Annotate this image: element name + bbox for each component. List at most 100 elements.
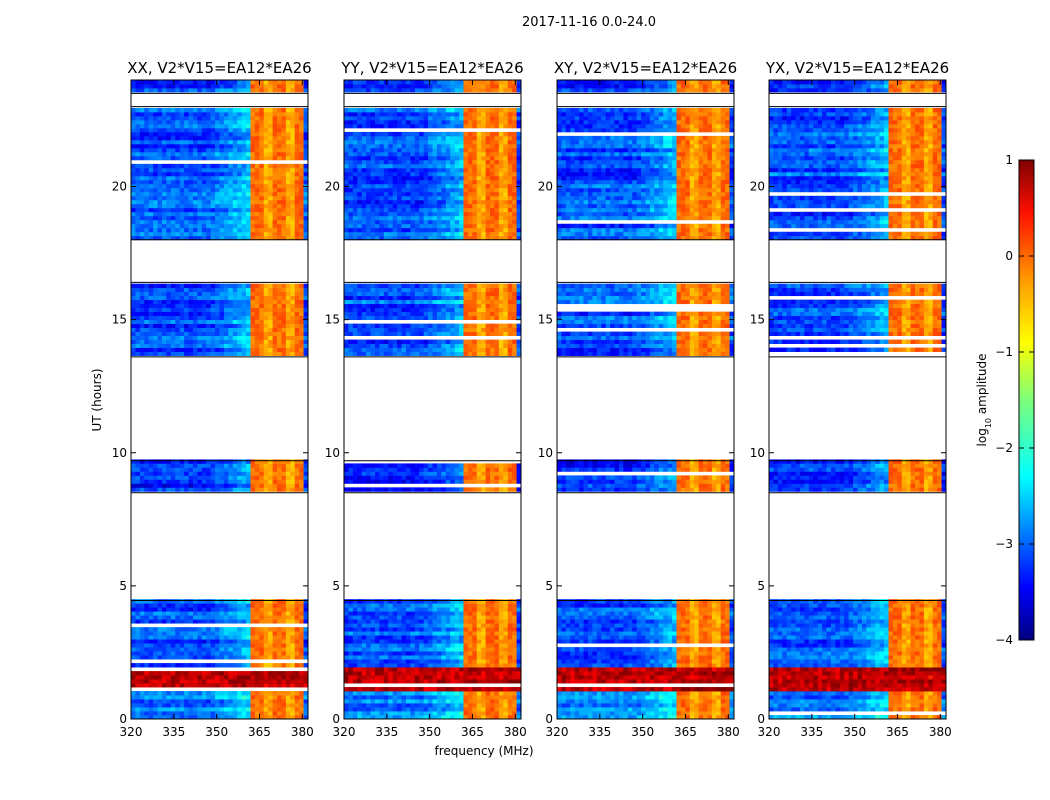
heatmap-cell: [405, 463, 411, 468]
heatmap-cell: [157, 227, 163, 233]
heatmap-cell: [215, 299, 220, 305]
heatmap-cell: [494, 655, 500, 660]
heatmap-cell: [237, 315, 243, 321]
heatmap-cell: [179, 467, 185, 472]
heatmap-cell: [441, 659, 447, 664]
heatmap-cell: [450, 635, 456, 640]
heatmap-cell: [157, 231, 163, 237]
heatmap-cell: [144, 123, 150, 129]
heatmap-cell: [139, 299, 145, 305]
heatmap-cell: [259, 227, 265, 233]
heatmap-cell: [379, 599, 385, 604]
heatmap-cell: [463, 687, 469, 692]
heatmap-cell: [166, 295, 172, 301]
heatmap-cell: [263, 683, 269, 688]
heatmap-cell: [388, 351, 394, 356]
heatmap-cell: [197, 639, 203, 644]
heatmap-cell: [175, 351, 181, 356]
heatmap-cell: [476, 471, 482, 476]
heatmap-cell: [148, 699, 154, 704]
heatmap-cell: [192, 459, 198, 464]
heatmap-cell: [454, 699, 460, 704]
heatmap-cell: [188, 211, 194, 217]
heatmap-cell: [281, 339, 287, 344]
heatmap-cell: [192, 663, 198, 668]
heatmap-cell: [192, 199, 198, 205]
heatmap-cell: [153, 343, 158, 348]
heatmap-cell: [219, 671, 225, 676]
heatmap-cell: [263, 347, 269, 352]
heatmap-cell: [188, 695, 194, 700]
heatmap-cell: [166, 647, 172, 652]
heatmap-cell: [166, 151, 172, 157]
heatmap-cell: [414, 615, 420, 620]
heatmap-cell: [290, 207, 296, 213]
heatmap-cell: [467, 655, 473, 660]
heatmap-cell: [441, 467, 447, 472]
heatmap-cell: [175, 319, 181, 325]
heatmap-cell: [379, 687, 385, 692]
heatmap-cell: [219, 143, 225, 149]
heatmap-cell: [135, 487, 141, 492]
heatmap-cell: [219, 211, 225, 217]
heatmap-cell: [268, 215, 274, 221]
heatmap-cell: [188, 479, 194, 484]
heatmap-cell: [179, 175, 185, 181]
heatmap-cell: [197, 283, 203, 289]
heatmap-cell: [507, 627, 513, 632]
heatmap-cell: [135, 163, 141, 169]
heatmap-cell: [414, 695, 420, 700]
heatmap-cell: [153, 107, 158, 113]
heatmap-cell: [392, 671, 398, 676]
heatmap-cell: [157, 703, 163, 708]
heatmap-cell: [250, 307, 256, 313]
heatmap-cell: [277, 691, 282, 696]
heatmap-cell: [263, 487, 269, 492]
heatmap-cell: [366, 487, 371, 492]
heatmap-cell: [157, 339, 163, 344]
heatmap-cell: [254, 215, 260, 221]
heatmap-cell: [223, 143, 229, 149]
heatmap-cell: [414, 599, 420, 604]
heatmap-cell: [303, 487, 309, 492]
heatmap-cell: [454, 603, 460, 608]
heatmap-cell: [294, 463, 300, 468]
heatmap-cell: [259, 475, 265, 480]
heatmap-cell: [254, 339, 260, 344]
heatmap-cell: [299, 207, 304, 213]
heatmap-cell: [184, 351, 189, 356]
heatmap-cell: [361, 691, 367, 696]
heatmap-cell: [268, 671, 274, 676]
heatmap-cell: [215, 111, 220, 117]
heatmap-cell: [135, 699, 141, 704]
heatmap-cell: [201, 179, 207, 185]
heatmap-cell: [285, 287, 291, 293]
heatmap-cell: [192, 311, 198, 317]
heatmap-cell: [188, 151, 194, 157]
heatmap-cell: [512, 695, 517, 700]
heatmap-cell: [197, 599, 203, 604]
heatmap-cell: [254, 471, 260, 476]
heatmap-cell: [361, 659, 367, 664]
heatmap-cell: [476, 611, 482, 616]
heatmap-cell: [144, 599, 150, 604]
heatmap-cell: [463, 475, 469, 480]
heatmap-cell: [206, 187, 212, 193]
heatmap-cell: [219, 475, 225, 480]
heatmap-cell: [153, 199, 158, 205]
heatmap-cell: [281, 351, 287, 356]
heatmap-cell: [259, 711, 265, 716]
x-tick-label: 365: [248, 725, 271, 739]
heatmap-cell: [366, 627, 371, 632]
heatmap-cell: [153, 331, 158, 336]
heatmap-cell: [139, 283, 145, 289]
heatmap-cell: [419, 475, 425, 480]
heatmap-cell: [254, 691, 260, 696]
heatmap-cell: [357, 619, 363, 624]
heatmap-cell: [432, 691, 438, 696]
heatmap-cell: [268, 123, 274, 129]
heatmap-cell: [246, 311, 251, 317]
heatmap-cell: [184, 343, 189, 348]
heatmap-cell: [254, 695, 260, 700]
heatmap-cell: [237, 611, 243, 616]
